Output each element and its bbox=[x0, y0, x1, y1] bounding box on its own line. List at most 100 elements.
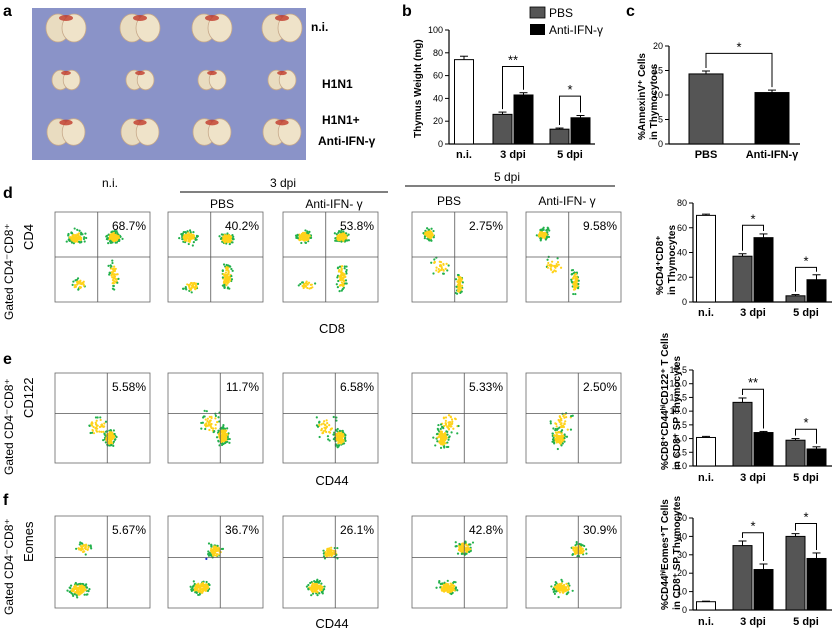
flow-event-dot bbox=[215, 553, 219, 556]
flow-event-dot bbox=[320, 582, 323, 585]
flow-event-dot bbox=[546, 264, 549, 267]
flow-event-dot bbox=[555, 262, 558, 266]
flow-event-dot bbox=[456, 432, 459, 435]
flow-event-dot bbox=[554, 422, 557, 425]
flow-event-dot bbox=[344, 282, 347, 285]
flow-event-dot bbox=[570, 273, 573, 276]
flow-event-dot bbox=[563, 416, 566, 419]
quadrant-percent: 26.1% bbox=[340, 523, 374, 537]
flow-event-dot bbox=[338, 439, 341, 442]
flow-event-dot bbox=[89, 431, 92, 435]
flow-event-dot bbox=[343, 442, 346, 445]
flow-event-dot bbox=[335, 419, 338, 422]
flow-event-dot bbox=[343, 275, 346, 279]
header-3dpi: 3 dpi bbox=[270, 176, 296, 190]
flow-event-dot bbox=[545, 228, 548, 232]
flow-event-dot bbox=[76, 583, 79, 586]
flow-event-dot bbox=[459, 276, 462, 279]
flow-event-dot bbox=[447, 438, 450, 441]
flow-event-dot bbox=[217, 439, 220, 442]
flow-event-dot bbox=[571, 281, 574, 284]
flow-event-dot bbox=[344, 239, 348, 242]
flow-event-dot bbox=[203, 583, 206, 587]
flow-event-dot bbox=[73, 227, 76, 230]
flow-event-dot bbox=[228, 242, 231, 246]
flow-event-dot bbox=[325, 419, 328, 422]
flow-event-dot bbox=[444, 587, 447, 590]
y-tick-label: 15 bbox=[653, 66, 663, 76]
flow-event-dot bbox=[562, 414, 565, 418]
flow-event-dot bbox=[325, 554, 328, 557]
flow-event-dot bbox=[546, 235, 549, 238]
flow-event-dot bbox=[84, 553, 87, 556]
legend-label-pbs: PBS bbox=[549, 6, 573, 20]
y-tick-label: 40 bbox=[677, 531, 687, 541]
flow-event-dot bbox=[107, 233, 110, 236]
flow-event-dot bbox=[113, 280, 116, 283]
blood-spot bbox=[59, 119, 73, 126]
flow-event-dot bbox=[456, 589, 459, 592]
flow-event-dot bbox=[561, 590, 564, 593]
flow-event-dot bbox=[195, 235, 199, 239]
flow-event-dot bbox=[559, 435, 562, 438]
group-label: 5 dpi bbox=[793, 472, 819, 484]
flow-event-dot bbox=[224, 237, 228, 240]
y-tick-label: 0 bbox=[438, 139, 443, 149]
flow-event-dot bbox=[198, 586, 201, 590]
flow-event-dot bbox=[68, 586, 71, 589]
y-tick-label: 10 bbox=[653, 90, 663, 100]
flow-event-dot bbox=[342, 233, 345, 236]
flow-event-dot bbox=[309, 236, 312, 239]
flow-event-dot bbox=[299, 238, 302, 241]
flow-event-dot bbox=[212, 554, 215, 557]
y-tick-label: 20 bbox=[433, 116, 443, 126]
flow-event-dot bbox=[96, 416, 99, 419]
flow-event-dot bbox=[455, 285, 458, 288]
flow-event-dot bbox=[336, 436, 339, 439]
flow-event-dot bbox=[72, 242, 75, 245]
flow-event-dot bbox=[225, 436, 228, 440]
flow-event-dot bbox=[113, 432, 116, 436]
flow-event-dot bbox=[100, 430, 103, 433]
flow-event-dot bbox=[565, 588, 568, 592]
thymus-lobe bbox=[277, 118, 302, 146]
flow-event-dot bbox=[117, 236, 120, 239]
flow-event-dot bbox=[444, 267, 447, 270]
quadrant-percent: 2.50% bbox=[583, 380, 617, 394]
flow-event-dot bbox=[80, 548, 83, 551]
flow-event-dot bbox=[443, 446, 446, 449]
flow-event-dot bbox=[82, 283, 85, 286]
flow-event-dot bbox=[439, 427, 442, 431]
flow-event-dot bbox=[73, 593, 76, 596]
flow-event-dot bbox=[210, 416, 213, 420]
flow-event-dot bbox=[444, 419, 447, 422]
flow-event-dot bbox=[561, 442, 564, 445]
flow-event-dot bbox=[306, 283, 309, 286]
bar-pbs bbox=[732, 401, 753, 467]
flow-event-dot bbox=[454, 541, 457, 544]
flow-event-dot bbox=[313, 590, 316, 593]
flow-event-dot bbox=[572, 282, 575, 286]
quadrant-percent: 42.8% bbox=[469, 523, 503, 537]
flow-event-dot bbox=[446, 441, 449, 444]
flow-event-dot bbox=[223, 286, 226, 289]
flow-event-dot bbox=[547, 227, 550, 230]
bar-anti bbox=[570, 117, 591, 145]
flow-event-dot bbox=[341, 288, 344, 291]
flow-event-dot bbox=[452, 580, 456, 584]
y-tick-label: 20 bbox=[677, 568, 687, 578]
flow-event-dot bbox=[78, 229, 81, 232]
flow-event-dot bbox=[439, 446, 443, 449]
flow-event-dot bbox=[185, 288, 188, 291]
flow-event-dot bbox=[574, 292, 577, 296]
flow-event-dot bbox=[88, 588, 91, 591]
flow-event-dot bbox=[83, 240, 86, 243]
flow-event-dot bbox=[298, 233, 301, 236]
blood-spot bbox=[133, 119, 147, 126]
flow-event-dot bbox=[218, 553, 221, 556]
flow-event-dot bbox=[111, 434, 115, 438]
flow-event-dot bbox=[446, 579, 449, 582]
flow-event-dot bbox=[342, 435, 345, 438]
flow-event-dot bbox=[457, 273, 460, 277]
y-tick-label: 40 bbox=[433, 93, 443, 103]
